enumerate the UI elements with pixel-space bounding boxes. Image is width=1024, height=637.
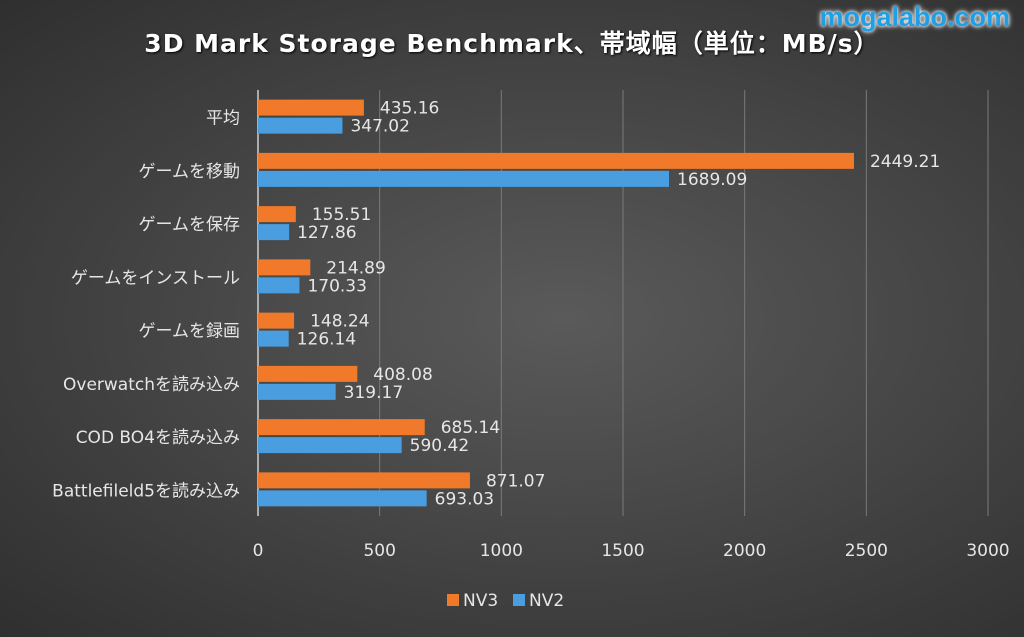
watermark-logo: mogalabo.com [819, 2, 1010, 32]
x-tick-label: 1500 [601, 541, 644, 561]
x-tick-label: 2000 [723, 541, 766, 561]
bar-nv2 [258, 170, 670, 187]
category-label: COD BO4を読み込み [76, 428, 240, 448]
data-label: 871.07 [486, 471, 545, 491]
bar-nv2 [258, 277, 300, 294]
data-label: 126.14 [297, 330, 356, 350]
chart-title: 3D Mark Storage Benchmark、帯域幅（単位：MB/s） [144, 29, 880, 58]
data-label: 408.08 [373, 365, 432, 385]
category-label: ゲームをインストール [71, 268, 240, 288]
legend-label: NV3 [463, 591, 498, 611]
data-label: 155.51 [312, 205, 371, 225]
category-label: ゲームを保存 [139, 215, 241, 235]
bar-nv3 [258, 419, 425, 436]
bar-nv3 [258, 365, 358, 382]
bar-nv3 [258, 152, 854, 169]
category-label: Overwatchを読み込み [63, 375, 240, 395]
x-tick-label: 2500 [845, 541, 888, 561]
bar-nv2 [258, 224, 290, 241]
data-label: 685.14 [441, 418, 500, 438]
legend-swatch-nv2 [513, 594, 525, 606]
legend-swatch-nv3 [447, 594, 459, 606]
data-label: 2449.21 [870, 152, 940, 172]
data-label: 170.33 [307, 276, 366, 296]
x-tick-label: 500 [363, 541, 395, 561]
bar-nv2 [258, 437, 402, 454]
data-label: 347.02 [350, 117, 409, 137]
bar-nv2 [258, 490, 427, 507]
bar-nv3 [258, 259, 311, 276]
data-label: 148.24 [310, 312, 369, 332]
bar-nv3 [258, 206, 296, 223]
bar-nv2 [258, 383, 336, 400]
data-label: 127.86 [297, 223, 356, 243]
data-label: 590.42 [410, 436, 469, 456]
category-label: 平均 [206, 109, 240, 129]
bar-nv3 [258, 312, 295, 329]
x-tick-label: 1000 [480, 541, 523, 561]
bar-nv2 [258, 117, 343, 134]
category-label: Battlefileld5を読み込み [52, 481, 240, 501]
data-label: 435.16 [380, 99, 439, 119]
data-label: 214.89 [326, 258, 385, 278]
x-tick-label: 0 [253, 541, 264, 561]
category-label: ゲームを移動 [139, 162, 241, 182]
bar-nv2 [258, 330, 289, 347]
data-label: 1689.09 [677, 170, 747, 190]
legend-label: NV2 [529, 591, 564, 611]
category-label: ゲームを録画 [139, 322, 241, 342]
bar-nv3 [258, 472, 470, 489]
x-tick-label: 3000 [966, 541, 1009, 561]
bar-nv3 [258, 99, 364, 116]
data-label: 693.03 [435, 489, 494, 509]
data-label: 319.17 [344, 383, 403, 403]
